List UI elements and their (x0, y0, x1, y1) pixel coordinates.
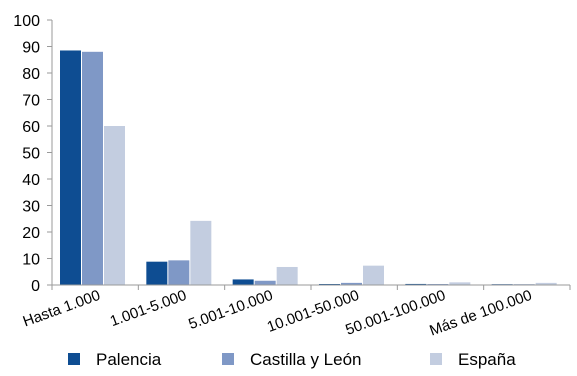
legend-label: España (458, 350, 516, 369)
legend-label: Castilla y León (250, 350, 362, 369)
bar-castilla-y-león-0 (82, 51, 103, 285)
legend-label: Palencia (96, 350, 162, 369)
legend-swatch (68, 353, 80, 365)
y-tick-label: 30 (22, 199, 40, 216)
bar-españa-0 (104, 126, 125, 285)
bar-palencia-1 (146, 261, 168, 285)
legend: Palencia Castilla y León España (68, 350, 516, 369)
bar-españa-5 (535, 282, 557, 285)
legend-swatch (430, 353, 442, 365)
y-tick-label: 20 (22, 225, 40, 242)
y-tick-label: 80 (22, 66, 40, 83)
bar-españa-2 (276, 266, 298, 285)
bar-españa-1 (190, 220, 212, 285)
y-tick-label: 40 (22, 172, 40, 189)
y-tick-label: 10 (22, 252, 40, 269)
y-tick-label: 60 (22, 119, 40, 136)
bar-castilla-y-león-2 (254, 280, 276, 285)
bars (60, 50, 557, 285)
bar-palencia-4 (405, 283, 427, 285)
bar-españa-4 (449, 282, 471, 285)
y-tick-label: 90 (22, 40, 40, 57)
bar-castilla-y-león-1 (168, 260, 190, 285)
x-axis: Hasta 1.000 1.001-5.0005.001-10.00010.001… (21, 284, 571, 340)
y-tick-label: 0 (31, 278, 40, 295)
y-axis: 0 10 20 30 40 50 60 70 80 90 100 (13, 13, 53, 295)
bar-españa-3 (363, 265, 384, 285)
y-tick-label: 70 (22, 93, 40, 110)
y-tick-label: 50 (22, 146, 40, 163)
bar-palencia-2 (232, 279, 254, 285)
legend-swatch (222, 353, 234, 365)
x-category-label: 5.001-10.000 (186, 287, 275, 333)
bar-palencia-0 (60, 50, 81, 285)
y-tick-label: 100 (13, 13, 40, 30)
x-category-label: 1.001-5.000 (108, 287, 189, 330)
bar-castilla-y-león-3 (341, 282, 362, 285)
